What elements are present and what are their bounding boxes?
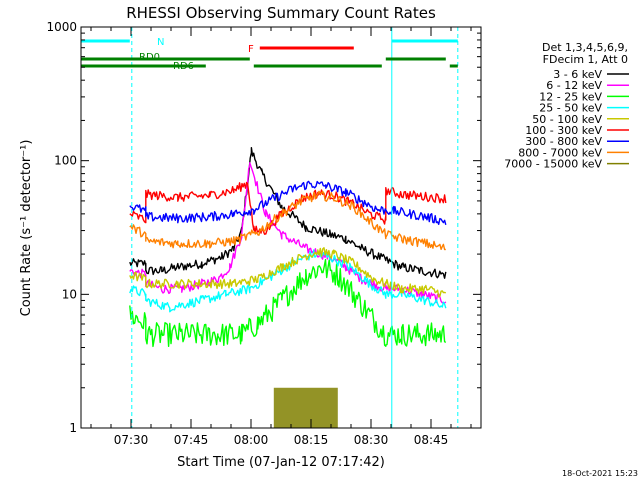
series-7000-15000-kev-block <box>273 387 338 428</box>
series-line-7 <box>129 190 446 251</box>
y-tick-label-0: 1 <box>69 421 77 435</box>
series-line-6 <box>129 180 447 225</box>
y-tick-label-2: 100 <box>54 154 77 168</box>
timestamp: 18-Oct-2021 15:23 <box>562 469 638 478</box>
x-axis-label: Start Time (07-Jan-12 07:17:42) <box>177 455 385 470</box>
y-tick-label-1: 10 <box>62 287 77 301</box>
legend-label-4: 50 - 100 keV <box>532 113 602 126</box>
plot-frame <box>80 26 482 429</box>
annotation-rd6-label: RD6 <box>173 61 194 72</box>
legend-label-8: 7000 - 15000 keV <box>504 158 602 171</box>
legend-header-1: FDecim 1, Att 0 <box>543 53 628 66</box>
legend-label-1: 6 - 12 keV <box>546 79 602 92</box>
x-tick-label-0: 07:30 <box>114 433 149 447</box>
legend-header-0: Det 1,3,4,5,6,9, <box>542 41 628 54</box>
y-axis-label: Count Rate (s⁻¹ detector⁻¹) <box>19 140 34 317</box>
x-tick-label-3: 08:15 <box>294 433 329 447</box>
chart-title: RHESSI Observing Summary Count Rates <box>126 4 436 22</box>
series-line-5 <box>129 181 447 235</box>
legend-label-2: 12 - 25 keV <box>539 90 602 103</box>
x-tick-label-5: 08:45 <box>414 433 449 447</box>
legend-label-3: 25 - 50 keV <box>539 102 602 115</box>
x-tick-label-4: 08:30 <box>354 433 389 447</box>
y-tick-label-3: 1000 <box>46 20 77 34</box>
legend-label-0: 3 - 6 keV <box>553 68 602 81</box>
annotation-f-label: F <box>248 44 254 55</box>
legend-label-5: 100 - 300 keV <box>525 124 602 137</box>
x-tick-label-1: 07:45 <box>174 433 209 447</box>
x-tick-label-2: 08:00 <box>234 433 269 447</box>
series-line-0 <box>129 147 447 279</box>
annotation-rd0-label: RD0 <box>139 52 160 63</box>
legend-label-6: 300 - 800 keV <box>525 135 602 148</box>
annotation-n-label: N <box>157 37 164 48</box>
legend-label-7: 800 - 7000 keV <box>518 146 602 159</box>
series-line-4 <box>129 247 447 298</box>
